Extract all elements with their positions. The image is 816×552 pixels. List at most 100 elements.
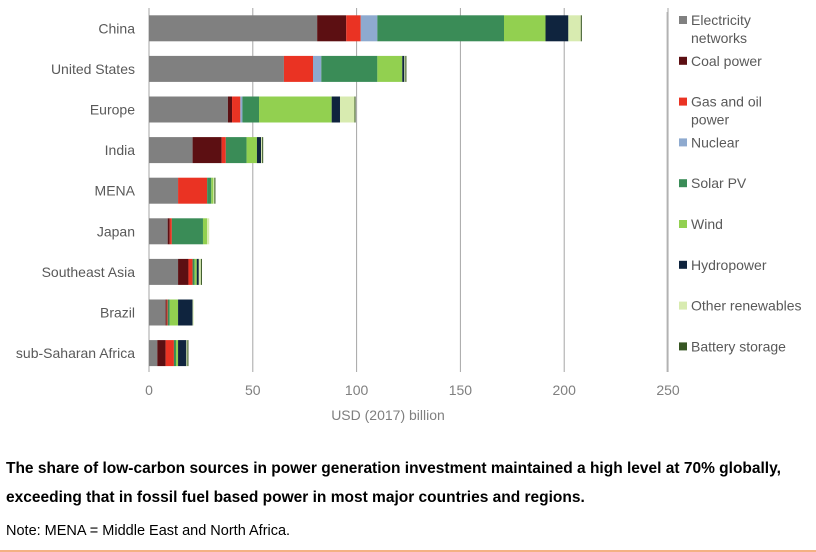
bar-segment (225, 137, 247, 164)
bar-segment (402, 55, 405, 82)
bar-segment (503, 15, 546, 42)
bar-segment (339, 96, 355, 123)
bar-segment (232, 96, 241, 123)
bar-segment (568, 15, 581, 42)
x-tick-label: 200 (553, 382, 577, 398)
bar-segment (192, 299, 194, 326)
bar-segment (240, 96, 243, 123)
bar-segment (149, 15, 318, 42)
category-label: Southeast Asia (42, 264, 136, 280)
bar-segment (283, 55, 314, 82)
bar-segment (165, 340, 174, 367)
bar-segment (157, 340, 166, 367)
bar-segment (317, 15, 347, 42)
bar-segment (377, 15, 504, 42)
figure-caption: The share of low-carbon sources in power… (6, 460, 781, 506)
bar-segment (580, 15, 582, 42)
bar-segment (227, 96, 233, 123)
bar-segment (321, 55, 378, 82)
bar-segment (202, 218, 208, 245)
bar-segment (149, 55, 284, 82)
legend-swatch (679, 220, 687, 228)
legend-label: Other renewables (691, 298, 802, 314)
legend-label: Electricity (691, 12, 751, 28)
bar-segment (169, 299, 179, 326)
bar-segment (261, 137, 263, 164)
bar-segment (213, 177, 215, 204)
legend-label: Hydropower (691, 257, 767, 273)
bar-segment (188, 258, 193, 285)
bar-segment (346, 15, 361, 42)
bar-segment (167, 299, 170, 326)
category-label: China (98, 20, 135, 36)
x-tick-labels: 0 50 100 150 200 250 (145, 382, 680, 398)
bar-segment (214, 177, 216, 204)
chart-area: China United States Europe India MENA Japan So… (16, 8, 802, 423)
bar-segment (262, 137, 264, 164)
bar-segment (256, 137, 262, 164)
bar-segment (405, 55, 407, 82)
bar-segment (149, 258, 179, 285)
bar-segment (192, 137, 222, 164)
legend-label: Nuclear (691, 134, 740, 150)
bar-segment (313, 55, 322, 82)
x-tick-label: 250 (656, 382, 680, 398)
bar-segment (178, 299, 193, 326)
bar-segment (167, 218, 170, 245)
bar-segment (198, 258, 201, 285)
category-labels: China United States Europe India MENA Japan So… (16, 20, 136, 361)
bar-segment (360, 15, 378, 42)
bar-segment (377, 55, 403, 82)
bar-segment (211, 177, 214, 204)
bar-segment (166, 299, 168, 326)
x-tick-label: 50 (245, 382, 261, 398)
bar-segment (354, 96, 356, 123)
category-label: United States (51, 61, 135, 77)
bar-segment (165, 299, 167, 326)
bar-segment (207, 177, 212, 204)
legend-swatch (679, 138, 687, 147)
legend-swatch (679, 16, 687, 24)
x-tick-label: 0 (145, 382, 153, 398)
bar-segment (194, 258, 197, 285)
bar-segment (242, 96, 260, 123)
bar-segment (259, 96, 332, 123)
bar-segment (207, 218, 210, 245)
legend: Electricity networks Coal power Gas and oil… (679, 12, 802, 354)
stacked-bar-chart: China United States Europe India MENA Japan So… (16, 8, 802, 423)
bar-segment (221, 137, 226, 164)
figure-note: Note: MENA = Middle East and North Afric… (6, 523, 291, 539)
legend-swatch (679, 260, 687, 269)
bar-segment (545, 15, 569, 42)
legend-label: networks (691, 30, 747, 46)
category-label: MENA (95, 183, 136, 199)
bar-segment (173, 340, 176, 367)
bar-segment (196, 258, 199, 285)
bar-segment (149, 299, 166, 326)
bar-segment (175, 340, 179, 367)
bar-segment (149, 96, 228, 123)
legend-label: Battery storage (691, 338, 786, 354)
legend-swatch (679, 301, 687, 310)
bar-segment (178, 177, 208, 204)
category-label: Europe (90, 102, 135, 118)
legend-label: Gas and oil (691, 94, 762, 110)
category-label: sub-Saharan Africa (16, 345, 135, 361)
x-axis-title: USD (2017) billion (331, 407, 445, 423)
bar-segment (149, 177, 179, 204)
legend-label: Coal power (691, 53, 762, 69)
bar-segment (246, 137, 257, 164)
x-tick-label: 100 (345, 382, 369, 398)
bar-segment (404, 55, 406, 82)
bars (149, 15, 582, 367)
legend-swatch (679, 179, 687, 188)
legend-label: power (691, 112, 729, 128)
bar-segment (171, 218, 203, 245)
bar-segment (178, 340, 187, 367)
bar-segment (186, 340, 188, 367)
bottom-divider (0, 550, 816, 552)
bar-segment (149, 137, 193, 164)
bar-segment (178, 258, 189, 285)
bar-segment (149, 218, 168, 245)
category-label: Japan (97, 223, 135, 239)
